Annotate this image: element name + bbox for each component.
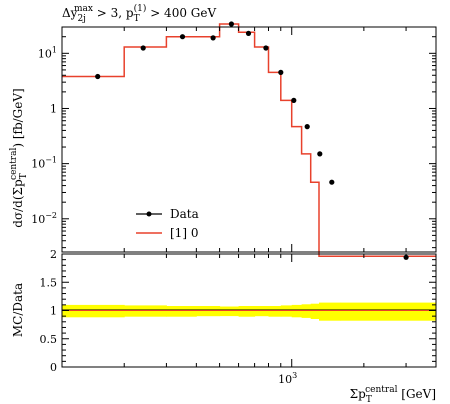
ratio-band-bin: [196, 306, 221, 317]
ratio-band-bin: [340, 302, 437, 321]
ratio-band-bin: [166, 306, 197, 317]
data-point: [329, 179, 335, 185]
legend-data-label: Data: [170, 207, 199, 221]
x-axis-label: ΣpTcentral [GeV]: [350, 385, 436, 404]
ratio-band-bin: [319, 302, 342, 321]
x-tick-label: 103: [278, 371, 297, 386]
y-tick-label: 10−2: [31, 211, 57, 226]
ratio-tick-label: 1.5: [40, 276, 58, 289]
main-frame: [61, 26, 437, 253]
main-y-axis-label: dσ/d(ΣpTcentral) [fb/GeV]: [9, 88, 29, 227]
chart-title: Δy2jmax > 3, pT(1) > 400 GeV: [62, 3, 216, 24]
ratio-band-bin: [62, 304, 125, 318]
ratio-tick-label: 0: [50, 361, 57, 374]
data-point: [140, 45, 146, 51]
data-points: [95, 21, 409, 260]
main-panel: 101 1 10−1 10−2: [31, 21, 437, 260]
data-point: [263, 45, 269, 51]
data-point: [291, 97, 297, 103]
data-point: [179, 34, 186, 40]
data-point: [245, 30, 252, 36]
ratio-band-bin: [124, 305, 167, 317]
ratio-band-bin: [280, 305, 293, 317]
ratio-band-bin: [291, 304, 303, 318]
legend-data-marker: [146, 211, 152, 217]
y-tick-label: 1: [50, 102, 57, 115]
data-point: [95, 73, 101, 80]
data-point: [317, 151, 323, 157]
ratio-y-axis-label: MC/Data: [11, 283, 25, 337]
data-point: [278, 69, 284, 75]
data-point: [228, 21, 234, 27]
legend-mc-label: [1] 0: [170, 226, 198, 240]
ratio-tick-label: 2: [50, 248, 57, 261]
ratio-tick-label: 0.5: [40, 333, 58, 346]
ratio-band-bin: [301, 304, 312, 318]
ratio-band-bin: [268, 306, 282, 317]
y-tick-label: 10−1: [31, 156, 57, 171]
ratio-band-bin: [238, 306, 256, 317]
y-tick-label: 101: [38, 45, 57, 60]
ratio-band-bin: [254, 306, 269, 317]
data-point: [210, 35, 216, 41]
mc-histogram-line: [62, 23, 436, 257]
ratio-panel: 0 0.5 1 1.5 2 103: [40, 27, 437, 386]
ratio-tick-label: 1: [50, 305, 57, 318]
ratio-band-bin: [310, 303, 320, 319]
data-point: [304, 124, 310, 130]
ratio-band-bin: [219, 306, 240, 317]
ratio-uncertainty-band: [62, 302, 437, 321]
legend: Data [1] 0: [136, 207, 199, 240]
